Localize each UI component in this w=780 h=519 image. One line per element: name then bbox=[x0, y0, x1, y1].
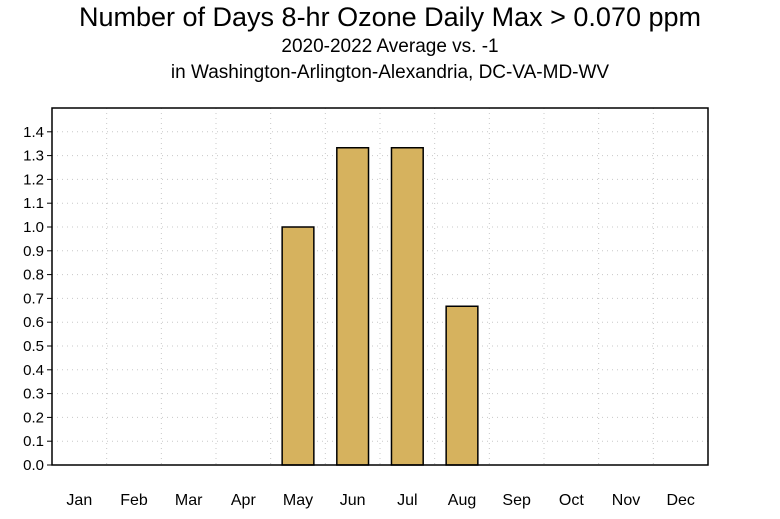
x-tick-label: Apr bbox=[231, 492, 257, 509]
x-axis-labels: Jan Feb Mar Apr May Jun Jul Aug Sep Oct Nov Dec bbox=[66, 492, 694, 509]
y-tick-label: 1.4 bbox=[23, 124, 44, 141]
plot-frame bbox=[51, 107, 709, 466]
y-tick-label: 1.2 bbox=[23, 171, 44, 188]
y-tick-label: 0.3 bbox=[23, 386, 44, 403]
y-tick-label: 0.6 bbox=[23, 314, 44, 331]
y-tick-label: 0.9 bbox=[23, 243, 44, 260]
grid-lines bbox=[52, 108, 708, 465]
x-tick-label: Dec bbox=[666, 492, 694, 509]
x-tick-label: Mar bbox=[175, 492, 203, 509]
x-tick-label: Aug bbox=[448, 492, 476, 509]
bars bbox=[281, 146, 479, 466]
bar-aug bbox=[445, 305, 479, 466]
y-tick-label: 1.3 bbox=[23, 148, 44, 165]
y-tick-label: 0.4 bbox=[23, 362, 44, 379]
x-tick-label: Feb bbox=[120, 492, 148, 509]
bar-jul bbox=[390, 146, 424, 466]
chart-title: Number of Days 8-hr Ozone Daily Max > 0.… bbox=[78, 2, 701, 32]
y-tick-label: 0.0 bbox=[23, 457, 44, 474]
x-tick-label: Sep bbox=[502, 492, 531, 509]
x-tick-label: May bbox=[283, 492, 313, 509]
x-tick-label: Nov bbox=[612, 492, 640, 509]
x-tick-label: Jul bbox=[397, 492, 417, 509]
chart-subtitle-area: in Washington-Arlington-Alexandria, DC-V… bbox=[170, 62, 610, 83]
bar-jun bbox=[336, 146, 370, 466]
x-tick-label: Oct bbox=[559, 492, 584, 509]
y-tick-label: 0.1 bbox=[23, 433, 44, 450]
x-tick-label: Jan bbox=[66, 492, 92, 509]
y-tick-label: 1.1 bbox=[23, 195, 44, 212]
y-tick-label: 0.7 bbox=[23, 290, 44, 307]
x-tick-label: Jun bbox=[340, 492, 366, 509]
y-axis-ticks: 0.0 0.1 0.2 0.3 0.4 0.5 0.6 0.7 0.8 0.9 1.0 1.1 1.2 1… bbox=[23, 124, 52, 474]
y-tick-label: 0.5 bbox=[23, 338, 44, 355]
bar-may bbox=[281, 226, 315, 466]
chart-subtitle-period: 2020-2022 Average vs. -1 bbox=[281, 36, 499, 57]
y-tick-label: 1.0 bbox=[23, 219, 44, 236]
y-tick-label: 0.2 bbox=[23, 409, 44, 426]
y-tick-label: 0.8 bbox=[23, 267, 44, 284]
